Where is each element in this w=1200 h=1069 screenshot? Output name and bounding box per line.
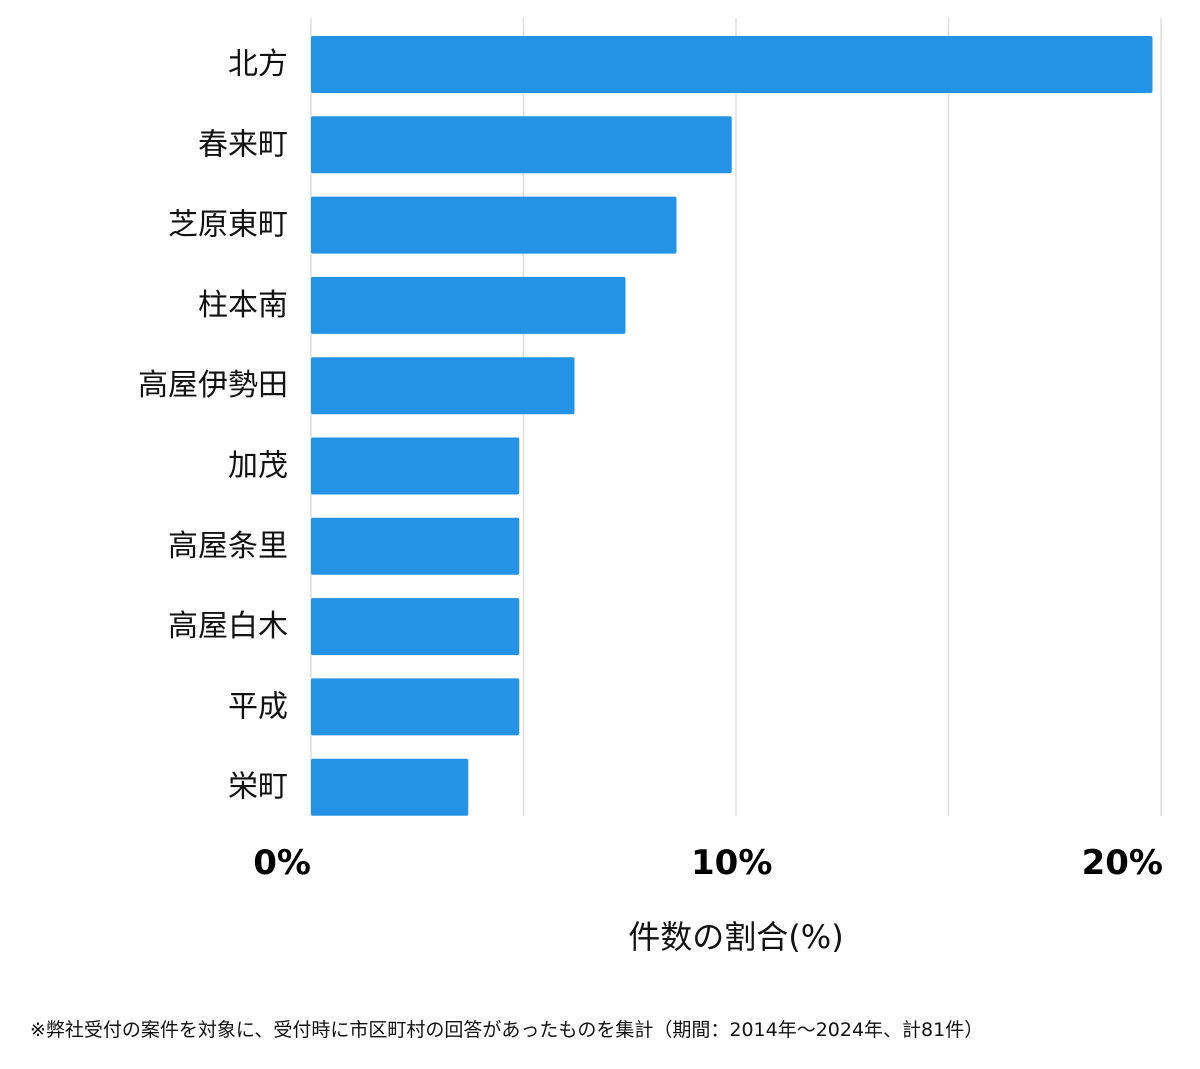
x-tick-label: 20% <box>1082 843 1163 883</box>
category-label: 栄町 <box>228 770 288 805</box>
x-tick-label: 10% <box>691 843 772 883</box>
bar-6 <box>311 517 520 575</box>
category-label: 高屋条里 <box>168 529 288 564</box>
category-label: 高屋白木 <box>168 609 288 644</box>
category-label: 加茂 <box>228 449 288 484</box>
category-label: 北方 <box>228 47 288 82</box>
bar-9 <box>311 758 469 816</box>
x-tick-labels: 0% 10% 20% <box>253 843 1163 883</box>
footnote: ※弊社受付の案件を対象に、受付時に市区町村の回答があったものを集計（期間：201… <box>30 1019 984 1041</box>
bar-1 <box>311 116 732 174</box>
x-axis-title: 件数の割合(%) <box>628 918 843 956</box>
bar-5 <box>311 437 520 495</box>
category-label: 高屋伊勢田 <box>138 368 288 403</box>
x-tick-label: 0% <box>253 843 311 883</box>
bars <box>311 36 1153 816</box>
bar-8 <box>311 678 520 736</box>
bar-3 <box>311 276 626 334</box>
category-label: 春来町 <box>198 127 288 162</box>
category-label: 柱本南 <box>198 288 288 323</box>
category-label: 平成 <box>228 689 288 724</box>
bar-0 <box>311 36 1153 93</box>
bar-7 <box>311 598 520 656</box>
category-label: 芝原東町 <box>168 208 288 243</box>
bar-4 <box>311 357 575 415</box>
bar-2 <box>311 196 677 254</box>
